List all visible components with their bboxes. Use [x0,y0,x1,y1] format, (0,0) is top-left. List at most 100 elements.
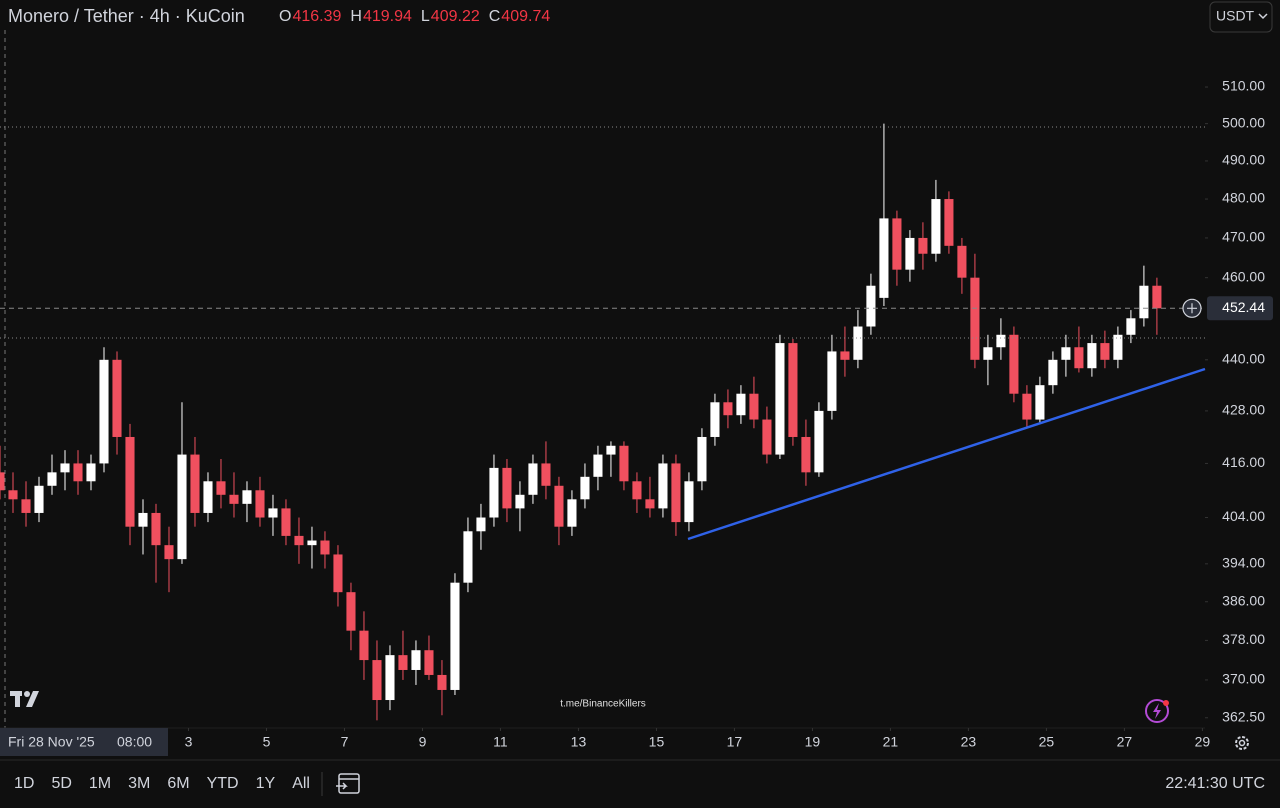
candle-body [359,630,369,661]
y-tick-label: 490.00 [1222,152,1265,168]
x-tick-label: 3 [185,734,193,750]
crosshair-date: Fri 28 Nov '25 [8,734,95,750]
goto-date-icon[interactable] [336,773,360,794]
candle-body [60,463,70,473]
candle-body [47,472,57,486]
candle-body [606,445,616,455]
candle-body [411,650,421,670]
candle-body [567,499,577,527]
x-tick-label: 21 [883,734,899,750]
clock: 22:41:30 UTC [1165,775,1265,792]
candle-body [866,285,876,327]
watermark: t.me/BinanceKillers [560,699,646,710]
y-tick-label: 440.00 [1222,351,1265,367]
range-button[interactable]: YTD [207,775,239,792]
x-tick-label: 25 [1039,734,1055,750]
x-tick-label: 29 [1195,734,1211,750]
y-tick-label: 404.00 [1222,508,1265,524]
plot-area [0,123,1162,721]
candle-body [749,393,759,420]
trend-line[interactable] [687,367,1206,541]
candle-body [580,476,590,500]
y-tick-label: 510.00 [1222,78,1265,94]
candle-body [34,485,44,513]
candle-body [1100,343,1110,360]
range-button[interactable]: 6M [167,775,189,792]
candle-body [632,481,642,500]
plus-icon [1187,303,1197,314]
candle-body [177,454,187,560]
x-tick-label: 13 [571,734,587,750]
candle-body [242,490,252,504]
candle-body [710,402,720,437]
y-tick-label: 362.50 [1222,708,1265,724]
candle-body [931,199,941,254]
candle-body [437,674,447,690]
candle-body [970,277,980,360]
candle-body [112,359,122,437]
candle-body [86,463,96,482]
range-button[interactable]: All [292,775,310,792]
candle-body [762,419,772,455]
ohlc-key: L [421,8,430,25]
candle-body [294,535,304,546]
range-button[interactable]: 5D [51,775,71,792]
ohlc-legend: O 416.39 H 419.94 L 409.22 C 409.74 [279,8,550,25]
candle-body [255,490,265,518]
ohlc-key: H [350,8,362,25]
currency-button[interactable] [1209,1,1273,33]
ohlc-key: C [489,8,501,25]
candle-body [385,655,395,701]
range-button[interactable]: 1M [89,775,111,792]
x-tick-label: 9 [419,734,427,750]
range-button[interactable]: 1Y [256,775,276,792]
candle-body [723,402,733,416]
candle-body [1074,347,1084,369]
y-tick-label: 460.00 [1222,268,1265,284]
candle-body [268,508,278,518]
candle-body [957,245,967,278]
candle-body [281,508,291,536]
candle-body [1035,385,1045,420]
candle-body [320,540,330,555]
candle-body [151,512,161,546]
candle-body [21,499,31,513]
candle-body [840,351,850,360]
y-tick-label: 394.00 [1222,555,1265,571]
x-tick-label: 15 [649,734,665,750]
lightning-icon[interactable] [1145,699,1169,723]
candle-body [190,454,200,513]
y-tick-label: 378.00 [1222,631,1265,647]
range-bar: 1D 5D 1M 3M 6M YTD 1Y All [14,775,310,792]
tv-logo [10,691,39,707]
candle-body [697,436,707,482]
candle-body [307,540,317,546]
candle-body [619,445,629,482]
settings-icon[interactable] [1235,736,1249,750]
candle-body [645,499,655,509]
candle-body [0,472,5,491]
candle-body [983,347,993,360]
candle-body [1009,334,1019,394]
candle-body [463,531,473,583]
candle-body [398,655,408,670]
ohlc-value: 416.39 [292,8,341,25]
candle-body [1061,347,1071,360]
candle-body [164,545,174,560]
candle-body [1113,334,1123,360]
crosshair-date-box [0,728,168,756]
candle-body [892,218,902,270]
candle-body [684,481,694,523]
current-price-label: 452.44 [1222,299,1265,315]
symbol-title: Monero / Tether · 4h · KuCoin [8,6,245,26]
range-button[interactable]: 1D [14,775,34,792]
y-tick-label: 386.00 [1222,592,1265,608]
candle-body [1126,318,1136,335]
range-button[interactable]: 3M [128,775,150,792]
candle-body [905,237,915,270]
candle-body [827,351,837,411]
y-tick-label: 416.00 [1222,454,1265,470]
ohlc-key: O [279,8,291,25]
